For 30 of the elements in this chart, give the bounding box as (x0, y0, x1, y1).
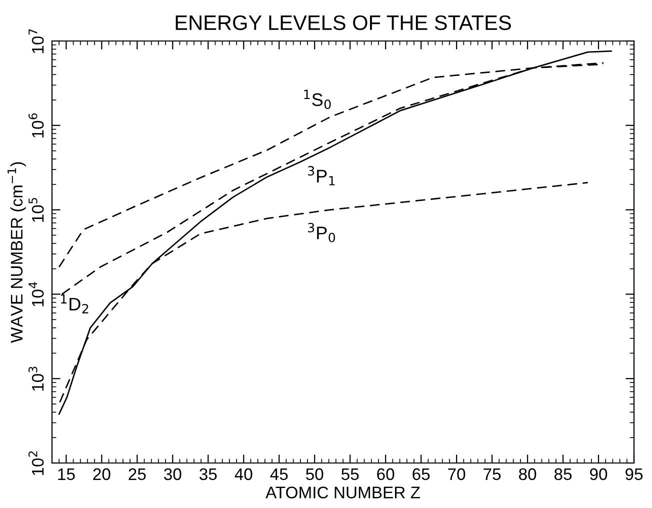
x-axis-title: ATOMIC NUMBER Z (266, 486, 420, 498)
x-tick-label: 90 (590, 468, 608, 480)
x-tick-label: 15 (58, 468, 75, 480)
y-axis-title: WAVE NUMBER (cm$^{−1}$) (8, 162, 26, 343)
x-tick-label: 85 (554, 468, 572, 480)
y-tick-label: 10$^{3}$ (28, 366, 44, 391)
x-tick-label: 20 (93, 468, 110, 480)
series-label: $^{1}$D$_{2}$ (61, 294, 88, 314)
x-tick-label: 55 (341, 468, 359, 480)
series-label: $^{3}$P$_{1}$ (308, 166, 335, 186)
x-tick-label: 80 (518, 468, 536, 480)
x-tick-label: 70 (448, 468, 466, 480)
x-tick-label: 95 (626, 468, 643, 480)
x-tick-label: 40 (234, 468, 252, 480)
x-tick-label: 50 (306, 468, 324, 480)
y-tick-label: 10$^{5}$ (28, 198, 44, 222)
x-tick-label: 75 (484, 468, 501, 480)
x-tick-label: 35 (200, 468, 217, 480)
series-label: $^{1}$S$_{0}$ (304, 90, 331, 110)
x-tick-label: 45 (270, 468, 288, 480)
x-tick-label: 65 (412, 468, 430, 480)
chart-title: ENERGY LEVELS OF THE STATES (176, 15, 511, 30)
y-tick-label: 10$^{2}$ (28, 451, 44, 476)
y-tick-label: 10$^{6}$ (28, 113, 44, 138)
series-label: $^{3}$P$_{0}$ (308, 222, 336, 242)
y-tick-label: 10$^{7}$ (28, 29, 44, 54)
x-tick-label: 60 (377, 468, 394, 480)
x-tick-label: 30 (164, 468, 182, 480)
x-tick-label: 25 (128, 468, 146, 480)
y-tick-label: 10$^{4}$ (28, 282, 44, 306)
